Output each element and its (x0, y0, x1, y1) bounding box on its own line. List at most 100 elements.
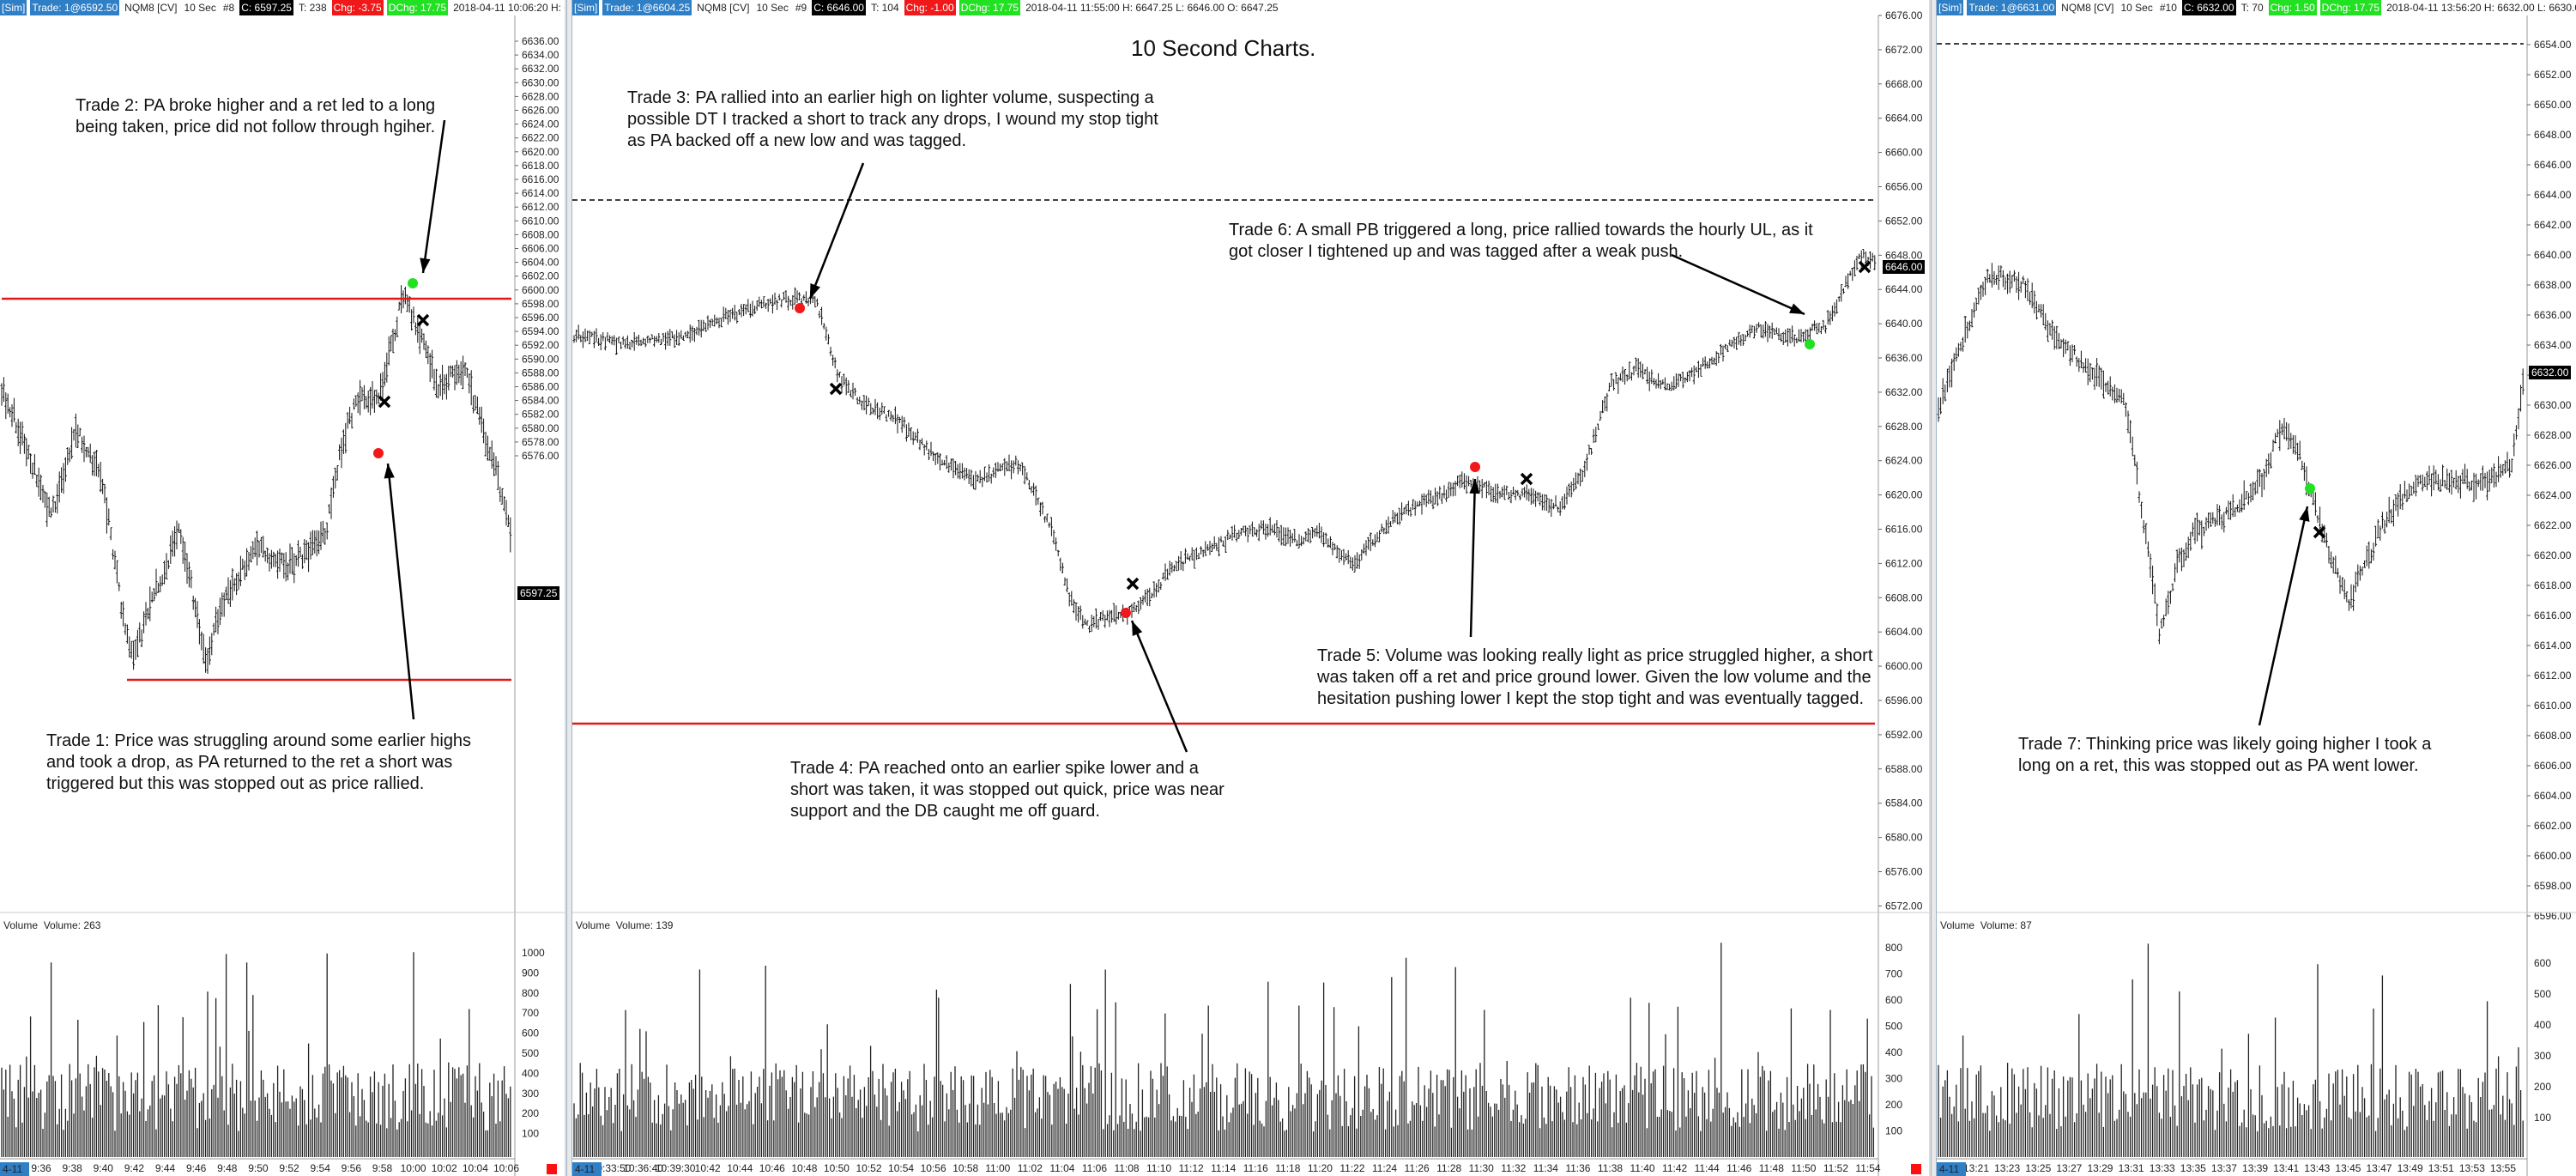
volume-tick-label: 500 (2534, 988, 2551, 1000)
time-tick-label: 11:50 (1791, 1162, 1816, 1174)
exit-marker (829, 382, 843, 396)
price-tick-label: 6580.00 (522, 422, 559, 434)
time-tick-label: 10:04 (463, 1162, 488, 1174)
annotation-trade-5: Trade 5: Volume was looking really light… (1317, 646, 1873, 708)
time-tick-label: 11:26 (1405, 1162, 1430, 1174)
datetime-label: 2018-04-11 10:06:20 H: 6 (453, 2, 570, 14)
time-tick-label: 11:30 (1469, 1162, 1494, 1174)
price-tick-label: 6632.00 (522, 63, 559, 75)
price-tick-label: 6636.00 (2534, 309, 2572, 321)
price-chart-2[interactable]: 6676.00 6672.00 6668.00 6664.00 6660.00 6656.… (572, 0, 1929, 1176)
chart-header-1: [Sim] Trade: 1@6592.50 NQM8 [CV] 10 Sec #8 C:… (0, 0, 575, 15)
time-tick-label: 9:58 (372, 1162, 393, 1174)
annotation-arrow-trade-6-head (1789, 303, 1805, 314)
last-price-label: 6632.00 (2529, 366, 2572, 379)
time-tick-label: 11:54 (1855, 1162, 1880, 1174)
time-tick-label: 11:02 (1018, 1162, 1043, 1174)
volume-tick-label: 200 (522, 1107, 539, 1119)
volume-label: Volume Volume: 139 (576, 919, 673, 931)
price-tick-label: 6604.00 (1885, 626, 1923, 638)
annotation-trade-2: Trade 2: PA broke higher and a ret led t… (76, 96, 436, 136)
price-tick-label: 6606.00 (522, 243, 559, 255)
date-tag-label: 4-11 (3, 1163, 22, 1175)
price-tick-label: 6624.00 (522, 118, 559, 130)
time-tick-label: 11:00 (985, 1162, 1010, 1174)
chart-panel-1[interactable]: [Sim] Trade: 1@6592.50 NQM8 [CV] 10 Sec #8 C:… (0, 0, 570, 1176)
price-tick-label: 6616.00 (1885, 524, 1923, 536)
time-tick-label: 11:08 (1114, 1162, 1139, 1174)
price-tick-label: 6596.00 (522, 312, 559, 324)
time-tick-label: 11:46 (1726, 1162, 1751, 1174)
time-tick-label: 11:44 (1695, 1162, 1720, 1174)
time-tick-label: 13:41 (2273, 1162, 2299, 1174)
time-tick-label: 13:51 (2428, 1162, 2454, 1174)
chart-header-2: [Sim] Trade: 1@6604.25 NQM8 [CV] 10 Sec #9 C:… (572, 0, 1284, 15)
time-tick-label: 11:06 (1082, 1162, 1107, 1174)
price-tick-label: 6586.00 (522, 381, 559, 393)
price-tick-label: 6608.00 (522, 228, 559, 240)
chart-panel-2[interactable]: [Sim] Trade: 1@6604.25 NQM8 [CV] 10 Sec #9 C:… (572, 0, 1929, 1176)
volume-tick-label: 400 (522, 1067, 539, 1079)
trade-badge: Trade: 1@6604.25 (602, 0, 692, 15)
sim-badge: [Sim] (572, 0, 600, 15)
change-badge: Chg: -1.00 (904, 0, 956, 15)
annotation-arrow-trade-4-head (1132, 621, 1143, 636)
time-tick-label: 10:52 (856, 1162, 881, 1174)
interval-label: 10 Sec (184, 2, 216, 14)
close-badge: C: 6646.00 (812, 0, 866, 15)
annotation-arrow-trade-5-head (1469, 479, 1480, 494)
time-tick-label: 11:52 (1823, 1162, 1848, 1174)
long-entry-marker (2305, 483, 2315, 494)
symbol-label: NQM8 [CV] (124, 2, 178, 14)
time-tick-label: 10:39:30 (656, 1162, 696, 1174)
price-tick-label: 6668.00 (1885, 78, 1923, 90)
time-tick-label: 10:50 (824, 1162, 850, 1174)
time-tick-label: 13:25 (2025, 1162, 2051, 1174)
panel-divider-2[interactable] (1929, 0, 1937, 1176)
price-tick-label: 6628.00 (2534, 429, 2572, 441)
price-tick-label: 6632.00 (1885, 386, 1923, 398)
volume-label: Volume Volume: 87 (1940, 919, 2032, 931)
date-tag (572, 1162, 602, 1176)
time-tick-label: 13:37 (2211, 1162, 2237, 1174)
price-tick-label: 6590.00 (522, 353, 559, 365)
time-tick-label: 11:14 (1211, 1162, 1236, 1174)
time-tick-label: 9:36 (31, 1162, 51, 1174)
price-tick-label: 6630.00 (522, 76, 559, 88)
close-badge: C: 6632.00 (2181, 0, 2236, 15)
time-tick-label: 10:06 (493, 1162, 519, 1174)
time-tick-label: 13:21 (1963, 1162, 1989, 1174)
time-tick-label: 13:39 (2242, 1162, 2268, 1174)
annotation-arrow-trade-3 (808, 162, 865, 300)
price-tick-label: 6634.00 (522, 49, 559, 61)
time-tick-label: 13:49 (2398, 1162, 2423, 1174)
volume-bars (573, 943, 1875, 1157)
short-entry-marker (1470, 462, 1480, 472)
time-tick-label: 13:43 (2304, 1162, 2330, 1174)
date-tag (0, 1162, 29, 1176)
price-tick-label: 6634.00 (2534, 339, 2572, 351)
time-tick-label: 13:53 (2459, 1162, 2485, 1174)
price-tick-label: 6612.00 (522, 201, 559, 213)
price-tick-label: 6618.00 (2534, 579, 2572, 591)
indicator-square (1911, 1164, 1921, 1174)
price-tick-label: 6640.00 (1885, 318, 1923, 330)
chart-panel-3[interactable]: [Sim] Trade: 1@6631.00 NQM8 [CV] 10 Sec #10 C… (1937, 0, 2576, 1176)
time-tick-label: 10:36:40 (623, 1162, 663, 1174)
exit-marker (1126, 577, 1140, 591)
time-tick-label: 10:00 (401, 1162, 426, 1174)
last-price-label: 6597.25 (517, 586, 560, 600)
price-bars (572, 249, 1877, 633)
price-chart-3[interactable]: 6654.00 6652.00 6650.00 6648.00 6646.00 6644.… (1937, 0, 2576, 1176)
price-tick-label: 6582.00 (522, 409, 559, 421)
price-tick-label: 6600.00 (522, 284, 559, 296)
time-tick-label: 9:40 (94, 1162, 114, 1174)
panel-divider-1[interactable] (565, 0, 572, 1176)
annotation-arrow-trade-6 (1671, 253, 1805, 316)
day-change-badge: DChg: 17.75 (2319, 0, 2382, 15)
trade-badge: Trade: 1@6631.00 (1967, 0, 2057, 15)
annotation-arrow-trade-7 (2258, 506, 2309, 726)
volume-title: Volume (576, 919, 611, 931)
price-tick-label: 6644.00 (2534, 189, 2572, 201)
